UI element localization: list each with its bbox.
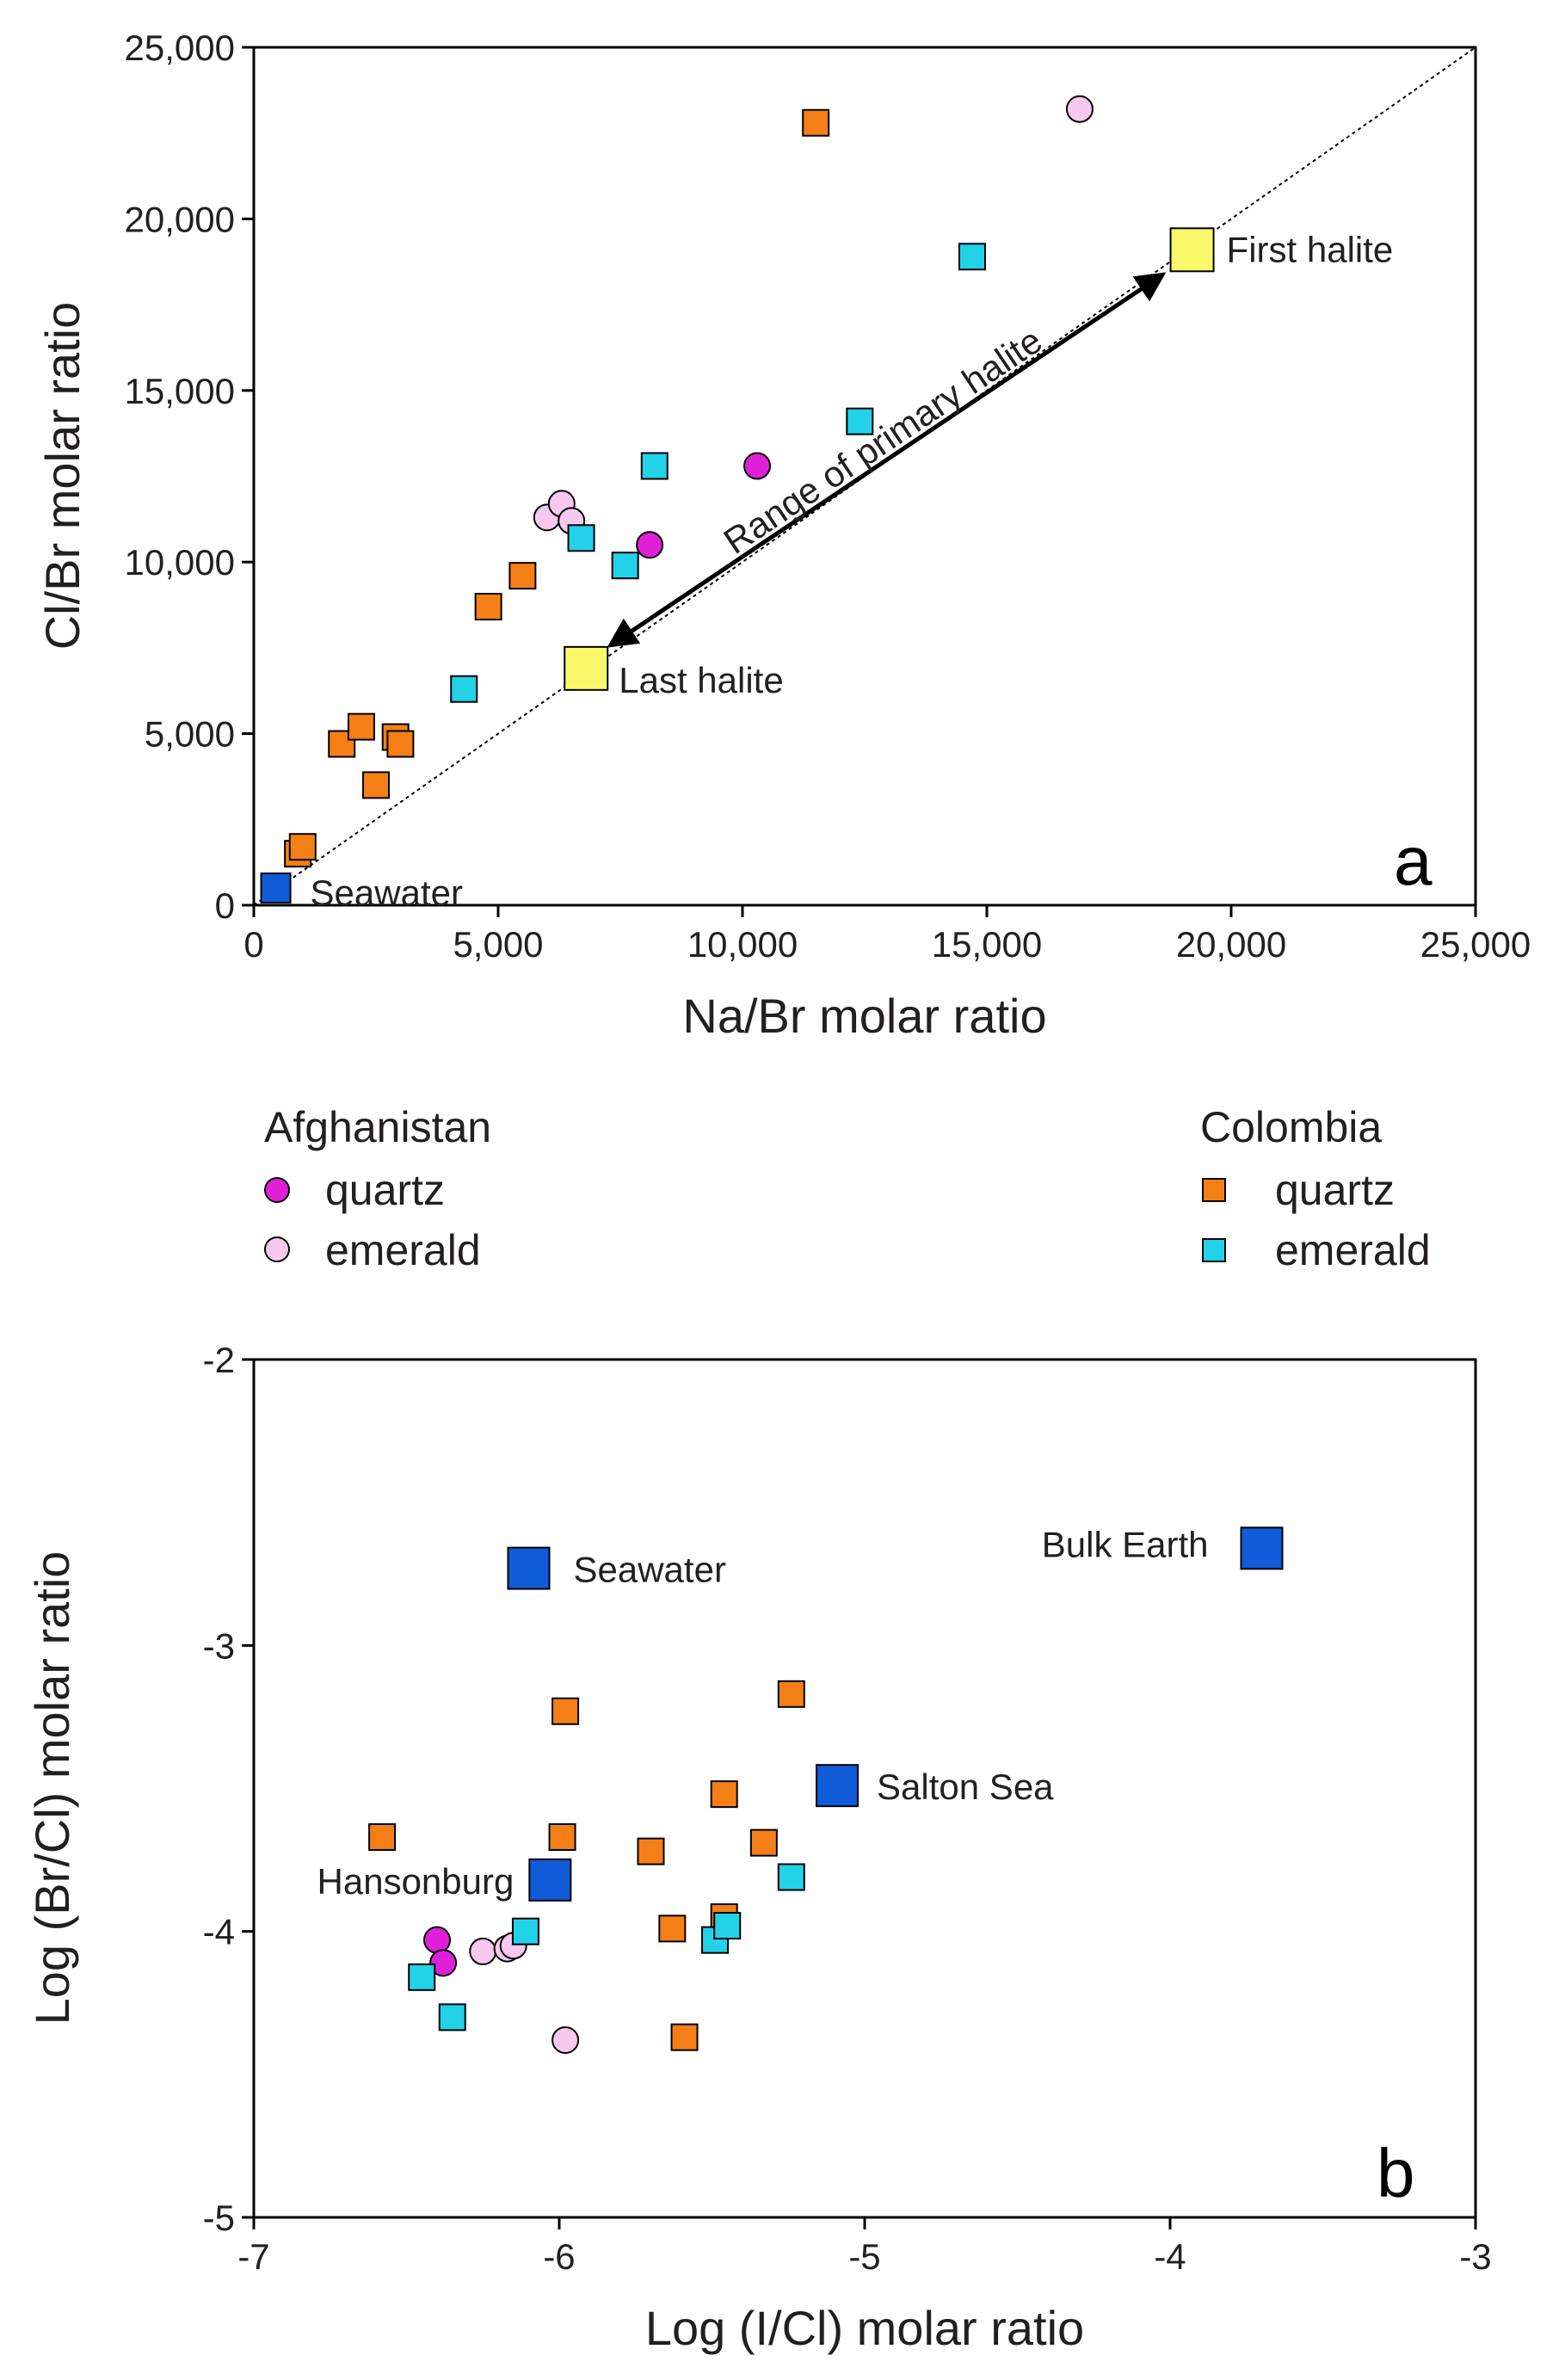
legend-afghanistan-emerald-label: emerald — [325, 1226, 481, 1274]
panel-a-frame — [252, 46, 1477, 907]
panel-a-colombia-quartz-point — [386, 730, 415, 758]
panel-a-colombia-emerald-point — [611, 552, 639, 580]
legend-colombia-emerald-label: emerald — [1275, 1226, 1431, 1274]
panel-b-frame — [252, 1358, 1477, 2219]
panel-b-afghanistan-emerald-point — [469, 1937, 497, 1965]
panel-b-x-axis-label: Log (I/Cl) molar ratio — [645, 2301, 1084, 2355]
legend-afghanistan-quartz-label: quartz — [325, 1166, 445, 1214]
panel-a-y-tick-label: 0 — [215, 885, 235, 926]
panel-b-colombia-quartz-point — [658, 1914, 687, 1943]
panel-a-x-tick-label: 15,000 — [932, 924, 1042, 965]
panel-b-colombia-quartz-point — [777, 1680, 805, 1708]
panel-a-colombia-quartz-point — [362, 771, 390, 799]
legend-afghanistan-title: Afghanistan — [264, 1103, 491, 1151]
panel-a-y-axis-label: Cl/Br molar ratio — [35, 302, 89, 650]
panel-b-colombia-quartz-point — [637, 1837, 665, 1865]
panel-b-bulk-earth-marker — [1240, 1526, 1284, 1570]
panel-b-colombia-quartz-point — [670, 2023, 699, 2051]
panel-b-seawater-marker — [507, 1546, 551, 1590]
panel-b-salton-sea-label: Salton Sea — [877, 1767, 1054, 1807]
panel-b-y-tick-label: -5 — [203, 2198, 235, 2238]
panel-b-colombia-quartz-point — [368, 1822, 397, 1851]
panel-b-seawater-label: Seawater — [574, 1550, 726, 1590]
panel-a-seawater-marker — [260, 872, 292, 904]
panel-b-x-tick-label: -4 — [1154, 2236, 1186, 2277]
legend-afghanistan-emerald-marker — [264, 1236, 290, 1262]
panel-b-hansonburg-marker — [528, 1858, 572, 1902]
panel-a-arrow-label: Range of primary halite — [717, 320, 1050, 562]
panel-a-x-tick-label: 0 — [243, 924, 263, 965]
panel-b-ticks: -7 -6 -5 -4 -3 -5 -4 -3 -2 — [203, 1340, 1492, 2277]
panel-b-x-tick-label: -3 — [1459, 2236, 1491, 2277]
panel-a-afghanistan-quartz-point — [743, 452, 772, 480]
panel-a-colombia-quartz-point — [288, 833, 317, 861]
panel-a-letter: a — [1394, 823, 1433, 899]
panel-a-last-halite-marker — [564, 645, 609, 691]
panel-a-x-tick-label: 20,000 — [1176, 924, 1286, 965]
panel-a-colombia-quartz-point — [347, 712, 375, 741]
panel-b-data: Seawater Bulk Earth Salton Sea Hansonburg — [317, 1524, 1284, 2054]
panel-b-colombia-emerald-point — [438, 2003, 466, 2032]
panel-b-colombia-quartz-point — [749, 1828, 778, 1857]
legend-colombia-emerald-marker — [1202, 1238, 1226, 1262]
panel-b-colombia-emerald-point — [713, 1912, 742, 1940]
panel-a-x-tick-label: 10,000 — [687, 924, 798, 965]
panel-b-colombia-emerald-point — [777, 1863, 805, 1891]
legend-afghanistan-quartz-marker — [264, 1177, 290, 1203]
panel-b-salton-sea-marker — [816, 1764, 860, 1808]
panel-a-y-tick-label: 25,000 — [125, 28, 235, 68]
panel-b-y-axis-label: Log (Br/Cl) molar ratio — [25, 1551, 79, 2025]
panel-a-seawater-label: Seawater — [311, 872, 463, 913]
panel-a-colombia-emerald-point — [567, 524, 595, 552]
panel-a-chart: 0 5,000 10,000 15,000 20,000 25,000 0 5,000 10,0… — [35, 28, 1531, 1043]
panel-a-data: Range of primary halite Seawater Last hali… — [253, 46, 1476, 913]
panel-a-x-tick-label: 5,000 — [453, 924, 543, 965]
panel-b-x-tick-label: -6 — [543, 2236, 575, 2277]
panel-b-x-tick-label: -7 — [237, 2236, 269, 2277]
panel-b-y-tick-label: -3 — [203, 1625, 235, 1666]
panel-a-colombia-quartz-point — [474, 593, 502, 621]
panel-a-afghanistan-emerald-point — [1065, 95, 1094, 123]
panel-b-colombia-quartz-point — [551, 1697, 580, 1725]
panel-b-hansonburg-label: Hansonburg — [317, 1861, 514, 1902]
panel-b-colombia-quartz-point — [548, 1822, 576, 1851]
panel-a-x-tick-label: 25,000 — [1420, 924, 1531, 965]
panel-a-y-tick-label: 5,000 — [145, 714, 235, 755]
panel-a-halite-range-arrow — [607, 272, 1167, 648]
panel-b-afghanistan-emerald-point — [551, 2025, 580, 2054]
panel-b-chart: -7 -6 -5 -4 -3 -5 -4 -3 -2 Seawater Bulk Earth Sal… — [25, 1340, 1492, 2355]
panel-b-afghanistan-quartz-point — [423, 1926, 451, 1954]
panel-b-bulk-earth-label: Bulk Earth — [1042, 1524, 1209, 1564]
panel-a-colombia-quartz-point — [802, 108, 830, 137]
legend-colombia-quartz-marker — [1202, 1178, 1226, 1202]
panel-b-afghanistan-quartz-point — [429, 1949, 458, 1977]
panel-b-letter: b — [1377, 2135, 1415, 2211]
panel-a-colombia-emerald-point — [958, 243, 986, 271]
panel-b-colombia-quartz-point — [710, 1780, 738, 1809]
panel-a-first-halite-marker — [1169, 227, 1215, 273]
panel-a-y-tick-label: 15,000 — [125, 371, 235, 411]
legend-colombia-quartz-label: quartz — [1275, 1166, 1395, 1214]
panel-a-colombia-emerald-point — [450, 675, 478, 703]
panel-a-colombia-emerald-point — [640, 452, 669, 480]
panel-a-ticks: 0 5,000 10,000 15,000 20,000 25,000 0 5,000 10,0… — [125, 28, 1531, 965]
panel-b-y-tick-label: -4 — [203, 1912, 235, 1952]
panel-b-colombia-emerald-point — [408, 1963, 436, 1991]
panel-a-y-tick-label: 20,000 — [125, 199, 235, 239]
panel-a-afghanistan-quartz-point — [636, 531, 664, 559]
panel-b-x-tick-label: -5 — [848, 2236, 880, 2277]
legend: Afghanistan quartz emerald Colombia quar… — [264, 1103, 1431, 1274]
panel-a-colombia-quartz-point — [508, 562, 537, 590]
legend-colombia-title: Colombia — [1200, 1103, 1382, 1151]
panel-a-last-halite-label: Last halite — [619, 660, 783, 700]
panel-a-colombia-emerald-point — [846, 407, 874, 435]
panel-b-y-tick-label: -2 — [203, 1340, 235, 1380]
panel-a-first-halite-label: First halite — [1227, 229, 1394, 269]
panel-a-y-tick-label: 10,000 — [125, 542, 235, 583]
panel-b-colombia-emerald-point — [511, 1917, 539, 1945]
panel-a-x-axis-label: Na/Br molar ratio — [682, 989, 1046, 1043]
